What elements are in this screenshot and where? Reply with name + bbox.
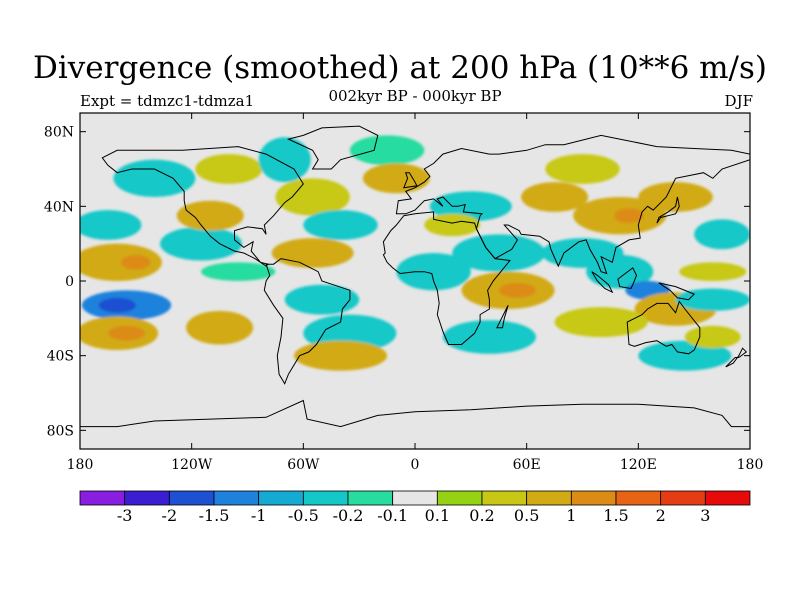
colorbar-label: -1.5 — [198, 506, 230, 525]
field-region-5 — [120, 254, 151, 270]
lon-tick-label: 60E — [513, 457, 541, 473]
coastline-sumatra — [591, 271, 614, 294]
field-region-3 — [107, 325, 146, 341]
colorbar-swatch — [124, 490, 170, 506]
colorbar-swatch — [347, 490, 394, 506]
field-region-10 — [195, 154, 263, 184]
field-region-33 — [638, 182, 713, 212]
field-region-30 — [545, 154, 620, 184]
field-region-41 — [679, 262, 747, 281]
colorbar-swatch — [615, 490, 662, 506]
lat-tick-label: 40N — [44, 199, 74, 215]
lat-tick-label: 80S — [47, 423, 74, 439]
field-region-9 — [113, 159, 196, 197]
field-region-16 — [271, 238, 354, 268]
colorbar-swatch — [660, 490, 706, 506]
lon-tick-label: 120W — [171, 457, 213, 473]
field-region-32 — [614, 208, 644, 224]
colorbar-swatch — [213, 490, 260, 506]
coastline-uk — [403, 172, 418, 189]
colorbar-swatch — [79, 490, 126, 506]
colorbar-label: 3 — [700, 506, 711, 525]
colorbar-label: 1 — [566, 506, 577, 525]
coastline-greenland — [286, 125, 379, 170]
coastline-antarctica — [80, 399, 750, 428]
lat-tick-label: 40S — [47, 349, 74, 365]
field-region-43 — [684, 325, 741, 349]
colorbar-label: -0.2 — [332, 506, 364, 525]
field-region-11 — [186, 310, 254, 345]
colorbar-swatch — [481, 490, 528, 506]
colorbar-label: 0.1 — [424, 506, 451, 525]
colorbar-swatch — [436, 490, 483, 506]
field-region-19 — [294, 340, 388, 371]
colorbar-swatch — [258, 490, 304, 506]
field-region-4 — [80, 243, 162, 281]
colorbar-label: -0.5 — [287, 506, 319, 525]
lat-tick-label: 80N — [44, 125, 74, 141]
field-region-25 — [498, 282, 536, 298]
experiment-label: Expt = tdmzc1-tdmza1 — [80, 92, 255, 110]
colorbar — [79, 490, 751, 506]
lon-tick-label: 180 — [67, 457, 94, 473]
colorbar-label: -2 — [161, 506, 178, 525]
lon-tick-label: 120E — [620, 457, 657, 473]
field-region-27 — [429, 191, 512, 222]
coastlines — [80, 125, 750, 428]
coastline-japan — [656, 196, 680, 224]
colorbar-label: -0.1 — [377, 506, 409, 525]
field-region-12 — [200, 262, 276, 281]
colorbar-label: -1 — [250, 506, 267, 525]
lon-tick-label: 0 — [411, 457, 420, 473]
field-region-1 — [98, 297, 136, 313]
field-region-15 — [303, 210, 378, 240]
coastline-australia — [626, 300, 701, 355]
colorbar-swatch — [570, 490, 617, 506]
field-region-6 — [80, 210, 142, 240]
period-label: 002kyr BP - 000kyr BP — [328, 87, 502, 105]
field-region-23 — [452, 234, 546, 272]
field-region-29 — [521, 182, 589, 212]
colorbar-swatch — [704, 490, 751, 506]
longitude-axis: 180 120W 60W 0 60E 120E 180 — [67, 113, 764, 473]
coastline-madagascar — [496, 305, 509, 329]
field-region-8 — [176, 200, 244, 231]
field-region-42 — [638, 340, 732, 371]
coastline-eurasia — [395, 134, 750, 275]
field-region-17 — [284, 284, 360, 315]
colorbar-label: -3 — [116, 506, 133, 525]
field-region-40 — [694, 219, 750, 250]
coastline-north-america — [101, 146, 304, 267]
field-region-21 — [362, 163, 430, 194]
field-region-14 — [275, 178, 350, 216]
season-label: DJF — [724, 92, 753, 110]
colorbar-label: 0.2 — [469, 506, 495, 525]
field-region-20 — [349, 135, 425, 166]
lon-tick-label: 60W — [287, 457, 320, 473]
coastline-south-america — [263, 258, 351, 385]
coastline-borneo — [617, 267, 638, 290]
colorbar-label: 1.5 — [603, 506, 629, 525]
coastline-new-guinea — [658, 282, 696, 301]
latitude-axis: 80N 40N 0 40S 80S — [44, 125, 750, 439]
field-region-13 — [258, 137, 311, 183]
colorbar-swatch — [392, 490, 438, 506]
colorbar-label: 0.5 — [513, 506, 540, 525]
lon-tick-label: 180 — [737, 457, 764, 473]
field-region-39 — [554, 307, 648, 338]
field-region-26 — [442, 320, 536, 354]
coastline-new-zealand — [725, 347, 748, 368]
lat-tick-label: 0 — [65, 274, 74, 290]
field-region-28 — [424, 213, 481, 237]
map-title: Divergence (smoothed) at 200 hPa (10**6 … — [33, 50, 767, 86]
field-region-7 — [160, 226, 242, 261]
colorbar-swatch — [168, 490, 215, 506]
coastline-africa — [382, 211, 511, 345]
colorbar-swatch — [302, 490, 349, 506]
colorbar-swatch — [526, 490, 572, 506]
colorbar-label: 2 — [655, 506, 666, 525]
field-region-22 — [396, 252, 471, 291]
